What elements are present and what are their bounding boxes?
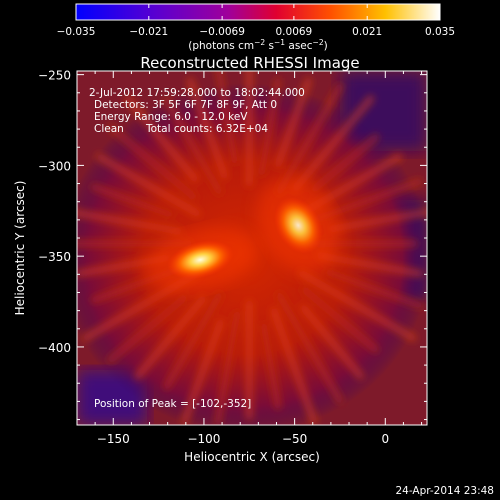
colorbar-tick-label: −0.035: [57, 26, 96, 38]
annotation-detectors: Detectors: 3F 5F 6F 7F 8F 9F, Att 0: [94, 99, 277, 111]
clean-streak: [299, 304, 364, 380]
annotation-time-range: 2-Jul-2012 17:59:28.000 to 18:02:44.000: [89, 87, 305, 99]
colorbar-tick-label: −0.021: [129, 26, 168, 38]
clean-streak: [300, 286, 380, 354]
clean-streak: [328, 208, 427, 233]
y-axis-ticks: −250 −300 −350 −400: [38, 69, 427, 421]
clean-streak: [316, 252, 424, 278]
x-ray-source: [143, 226, 257, 293]
plot-frame: [76, 70, 428, 426]
clean-streak: [258, 77, 282, 177]
clean-streak: [260, 322, 282, 410]
y-tick-label: −300: [38, 159, 71, 173]
annotation-method: Clean: [94, 123, 124, 135]
clean-streak: [215, 71, 239, 165]
colorbar-ramp: [76, 4, 440, 20]
chart-title: Reconstructed RHESSI Image: [140, 54, 359, 72]
colorbar-tick-label: 0.035: [425, 26, 455, 38]
annotation-energy-range: Energy Range: 6.0 - 12.0 keV: [94, 111, 248, 123]
clean-streak: [275, 291, 344, 404]
clean-streak: [275, 83, 344, 196]
clean-streak: [274, 77, 312, 169]
y-tick-label: −400: [38, 341, 71, 355]
clean-streak: [107, 293, 189, 364]
y-axis-label: Heliocentric Y (arcsec): [13, 181, 27, 316]
source-core: [167, 240, 234, 280]
colorbar-tick-label: −0.0069: [199, 26, 245, 38]
x-ray-sources: [143, 177, 340, 293]
clean-streak: [186, 77, 229, 180]
x-axis-label: Heliocentric X (arcsec): [184, 450, 320, 464]
x-tick-label: −150: [97, 432, 130, 446]
annotation-total-counts: Total counts: 6.32E+04: [145, 123, 268, 135]
colorbar-unit-label: (photons cm−2 s−1 asec−2): [188, 38, 327, 52]
clean-streak: [90, 183, 174, 219]
x-tick-label: −50: [282, 432, 307, 446]
colorbar-tick-label: 0.021: [352, 26, 382, 38]
colorbar-tick-label: 0.0069: [276, 26, 313, 38]
footer-date: 24-Apr-2014 23:48: [395, 485, 494, 497]
clean-streak: [134, 295, 207, 380]
x-axis-ticks: −150 −100 −50 0: [94, 71, 423, 446]
clean-streak: [270, 307, 318, 425]
clean-streak: [77, 209, 182, 235]
clean-streak: [124, 95, 199, 183]
clean-streak: [310, 133, 380, 193]
clean-streak: [297, 269, 417, 342]
annotation-peak-position: Position of Peak = [-102,-352]: [94, 398, 251, 410]
y-tick-label: −350: [38, 250, 71, 264]
annotations: 2-Jul-2012 17:59:28.000 to 18:02:44.000 …: [89, 87, 305, 410]
image-area: [77, 71, 427, 425]
colorbar-ticks: [75, 4, 441, 20]
x-tick-label: −100: [187, 432, 220, 446]
clean-streak: [313, 178, 423, 223]
clean-streak: [95, 153, 201, 217]
colorbar-tick-labels: −0.035 −0.021 −0.0069 0.0069 0.021 0.035: [57, 26, 455, 38]
clean-streak: [214, 310, 241, 425]
clean-streak: [324, 268, 423, 309]
source-core: [273, 197, 323, 254]
colorbar: −0.035 −0.021 −0.0069 0.0069 0.021 0.035 (pho…: [57, 3, 455, 52]
x-ray-source: [257, 177, 340, 274]
clean-streak: [163, 291, 223, 390]
clean-streak: [181, 318, 225, 425]
x-tick-label: 0: [381, 432, 389, 446]
y-tick-label: −250: [38, 69, 71, 83]
colorbar-border: [75, 3, 441, 21]
clean-streak: [163, 97, 223, 196]
clean-streak: [107, 123, 198, 201]
clean-streak: [292, 95, 375, 192]
